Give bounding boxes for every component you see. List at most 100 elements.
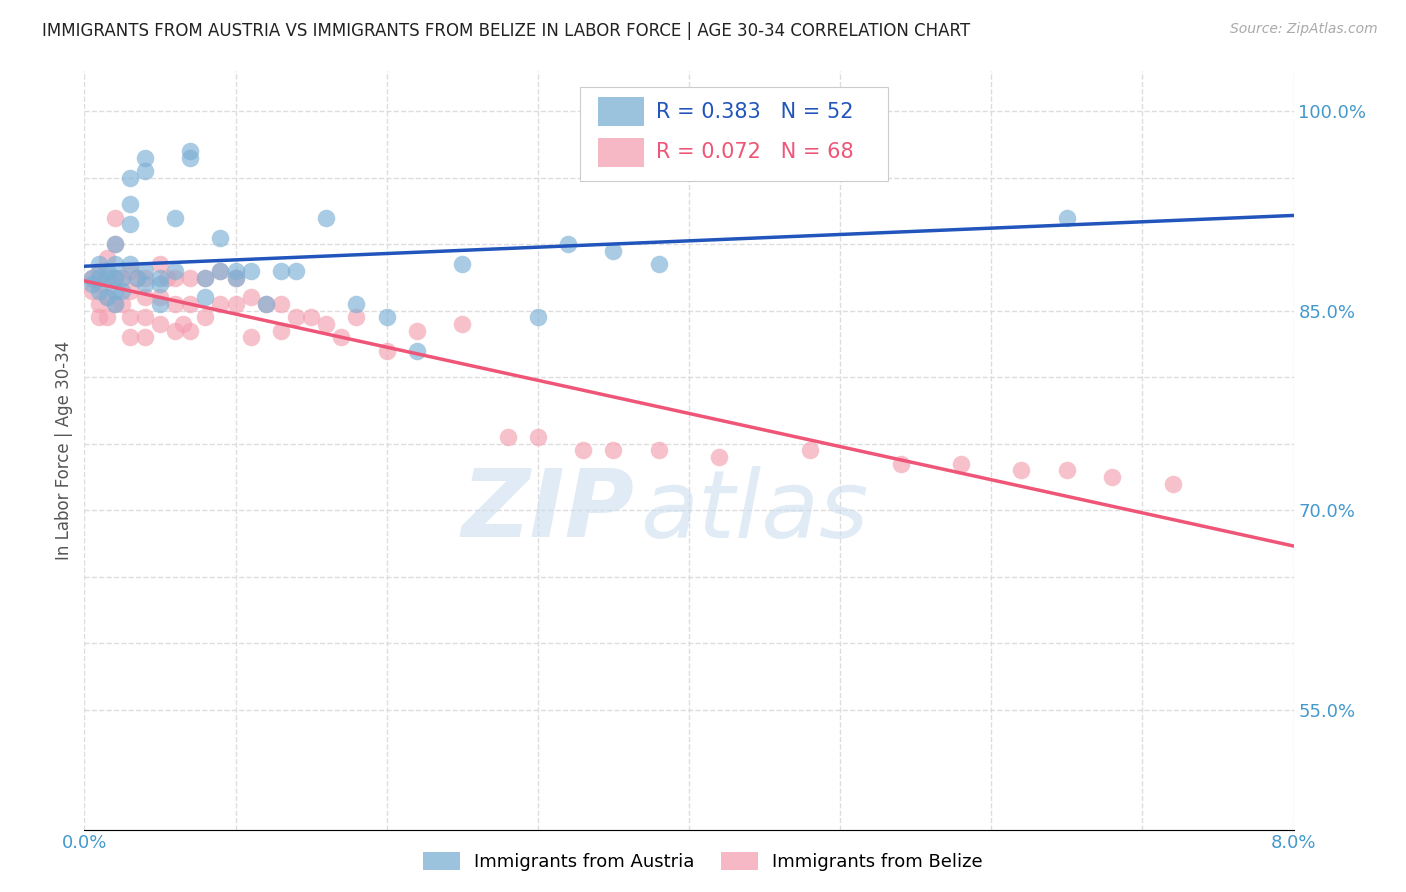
Point: [118, 217, 141, 231]
Point: [172, 317, 194, 331]
Point: [375, 310, 398, 325]
Point: [209, 297, 232, 311]
Point: [80, 277, 103, 292]
FancyBboxPatch shape: [599, 97, 644, 126]
Point: [96, 251, 118, 265]
Point: [104, 297, 127, 311]
Point: [572, 443, 595, 458]
FancyBboxPatch shape: [581, 87, 889, 181]
Point: [149, 277, 172, 292]
Point: [165, 264, 187, 278]
Text: IMMIGRANTS FROM AUSTRIA VS IMMIGRANTS FROM BELIZE IN LABOR FORCE | AGE 30-34 COR: IMMIGRANTS FROM AUSTRIA VS IMMIGRANTS FR…: [42, 22, 970, 40]
Point: [346, 297, 368, 311]
Point: [527, 310, 550, 325]
Point: [254, 297, 277, 311]
Point: [315, 317, 337, 331]
Point: [346, 310, 368, 325]
Point: [165, 211, 187, 225]
Point: [111, 297, 134, 311]
Point: [648, 443, 671, 458]
Point: [80, 270, 103, 285]
Point: [194, 291, 217, 305]
Point: [156, 270, 179, 285]
Text: R = 0.072   N = 68: R = 0.072 N = 68: [657, 143, 853, 162]
Point: [557, 237, 579, 252]
Point: [285, 310, 308, 325]
Point: [96, 291, 118, 305]
Point: [209, 264, 232, 278]
Point: [285, 264, 308, 278]
Point: [225, 270, 247, 285]
Point: [165, 270, 187, 285]
Point: [104, 237, 127, 252]
Point: [270, 264, 292, 278]
Point: [127, 270, 149, 285]
Point: [149, 270, 172, 285]
Point: [89, 310, 111, 325]
Point: [96, 264, 118, 278]
Point: [299, 310, 322, 325]
Point: [496, 430, 519, 444]
FancyBboxPatch shape: [599, 138, 644, 167]
Point: [799, 443, 821, 458]
Point: [149, 257, 172, 271]
Text: ZIP: ZIP: [461, 465, 634, 558]
Point: [80, 270, 103, 285]
Point: [89, 264, 111, 278]
Point: [602, 443, 624, 458]
Point: [830, 104, 852, 119]
Point: [270, 324, 292, 338]
Point: [89, 297, 111, 311]
Point: [96, 291, 118, 305]
Point: [104, 270, 127, 285]
Point: [648, 257, 671, 271]
Point: [134, 277, 156, 292]
Point: [239, 264, 262, 278]
Point: [149, 317, 172, 331]
Point: [270, 297, 292, 311]
Point: [118, 284, 141, 298]
Point: [179, 324, 201, 338]
Point: [127, 270, 149, 285]
Point: [104, 284, 127, 298]
Point: [96, 270, 118, 285]
Point: [118, 330, 141, 344]
Point: [179, 144, 201, 158]
Point: [1011, 463, 1033, 477]
Point: [165, 297, 187, 311]
Point: [451, 317, 474, 331]
Text: Source: ZipAtlas.com: Source: ZipAtlas.com: [1230, 22, 1378, 37]
Point: [950, 457, 973, 471]
Point: [179, 270, 201, 285]
Point: [111, 284, 134, 298]
Point: [451, 257, 474, 271]
Point: [89, 270, 111, 285]
Point: [104, 297, 127, 311]
Point: [104, 211, 127, 225]
Point: [1056, 463, 1078, 477]
Point: [118, 310, 141, 325]
Point: [89, 277, 111, 292]
Point: [890, 457, 912, 471]
Point: [1161, 476, 1184, 491]
Point: [179, 151, 201, 165]
Point: [134, 291, 156, 305]
Point: [134, 310, 156, 325]
Point: [209, 230, 232, 244]
Point: [194, 270, 217, 285]
Point: [194, 270, 217, 285]
Text: atlas: atlas: [641, 466, 869, 557]
Point: [134, 330, 156, 344]
Point: [194, 310, 217, 325]
Point: [89, 284, 111, 298]
Point: [149, 291, 172, 305]
Point: [134, 164, 156, 178]
Text: R = 0.383   N = 52: R = 0.383 N = 52: [657, 102, 853, 121]
Point: [709, 450, 731, 464]
Point: [406, 343, 429, 358]
Point: [118, 197, 141, 211]
Point: [375, 343, 398, 358]
Point: [104, 237, 127, 252]
Point: [527, 430, 550, 444]
Point: [104, 257, 127, 271]
